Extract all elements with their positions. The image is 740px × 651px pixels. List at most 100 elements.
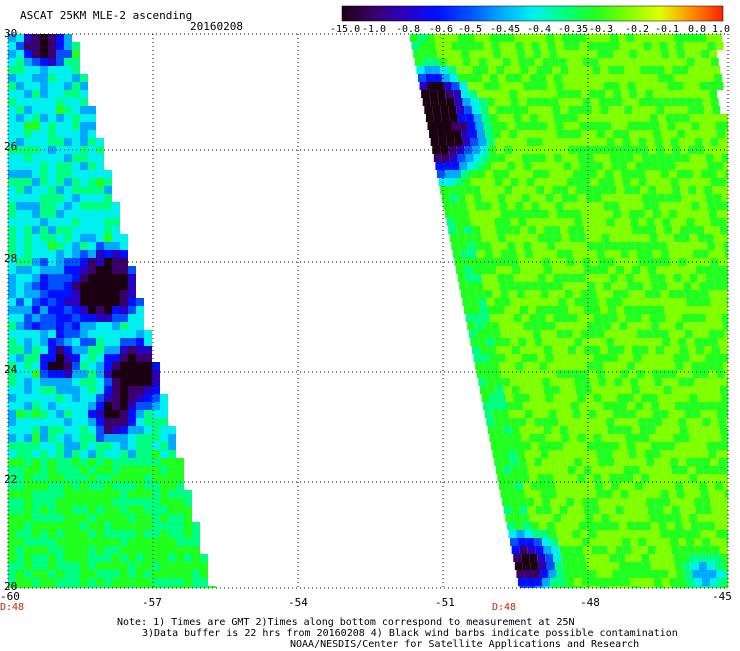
wind-cell <box>448 106 457 114</box>
wind-cell <box>8 122 16 130</box>
wind-cell <box>559 586 568 588</box>
wind-cell <box>32 226 40 234</box>
wind-cell <box>40 250 48 258</box>
wind-cell <box>541 130 550 138</box>
wind-cell <box>32 442 40 450</box>
wind-cell <box>520 66 529 74</box>
wind-cell <box>112 282 120 290</box>
wind-cell <box>570 562 579 570</box>
wind-cell <box>120 338 128 346</box>
wind-cell <box>530 34 538 42</box>
wind-cell <box>567 426 576 434</box>
wind-cell <box>40 234 48 242</box>
wind-cell <box>48 338 56 346</box>
wind-cell <box>694 538 703 546</box>
wind-cell <box>128 362 136 370</box>
wind-cell <box>538 522 547 530</box>
wind-cell <box>176 570 184 578</box>
wind-cell <box>623 586 632 588</box>
wind-cell <box>144 394 152 402</box>
wind-cell <box>686 498 695 506</box>
wind-cell <box>557 50 566 58</box>
wind-cell <box>551 586 560 588</box>
wind-cell <box>96 458 104 466</box>
wind-cell <box>714 562 723 570</box>
wind-cell <box>64 162 72 170</box>
lat-label-26: 26 <box>4 140 18 153</box>
wind-cell <box>593 194 602 202</box>
wind-cell <box>582 498 591 506</box>
wind-cell <box>80 114 88 122</box>
wind-cell <box>96 178 104 186</box>
wind-cell <box>470 258 479 266</box>
wind-cell <box>32 426 40 434</box>
wind-cell <box>160 418 168 426</box>
wind-cell <box>506 482 515 490</box>
wind-cell <box>483 402 492 410</box>
wind-cell <box>144 378 152 386</box>
wind-cell <box>625 474 634 482</box>
wind-cell <box>668 250 677 258</box>
wind-cell <box>658 522 667 530</box>
wind-cell <box>667 442 676 450</box>
wind-cell <box>673 554 682 562</box>
wind-cell <box>532 450 541 458</box>
wind-cell <box>80 186 88 194</box>
wind-cell <box>80 378 88 386</box>
wind-cell <box>464 106 473 114</box>
wind-cell <box>673 314 682 322</box>
wind-cell <box>72 354 80 362</box>
wind-cell <box>500 330 509 338</box>
wind-cell <box>569 354 578 362</box>
wind-cell <box>651 402 660 410</box>
wind-cell <box>555 442 564 450</box>
wind-cell <box>104 330 112 338</box>
wind-cell <box>40 522 48 530</box>
wind-cell <box>590 258 599 266</box>
wind-cell <box>465 234 474 242</box>
wind-cell <box>24 42 32 50</box>
wind-cell <box>136 466 144 474</box>
wind-cell <box>120 410 128 418</box>
wind-cell <box>553 554 562 562</box>
wind-cell <box>500 210 509 218</box>
wind-cell <box>654 258 663 266</box>
wind-cell <box>529 394 538 402</box>
wind-cell <box>136 338 144 346</box>
wind-cell <box>667 82 676 90</box>
wind-cell <box>574 98 583 106</box>
wind-cell <box>492 370 501 378</box>
wind-cell <box>547 42 556 50</box>
wind-cell <box>419 82 428 90</box>
wind-cell <box>520 306 529 314</box>
wind-cell <box>561 554 570 562</box>
wind-cell <box>104 202 112 210</box>
wind-cell <box>534 338 543 346</box>
wind-cell <box>104 522 112 530</box>
wind-cell <box>473 274 482 282</box>
wind-cell <box>700 490 709 498</box>
wind-cell <box>622 218 631 226</box>
wind-cell <box>668 290 677 298</box>
wind-cell <box>632 186 641 194</box>
wind-cell <box>582 98 591 106</box>
wind-cell <box>546 34 554 42</box>
wind-cell <box>56 370 64 378</box>
wind-cell <box>707 282 716 290</box>
wind-cell <box>574 258 583 266</box>
wind-cell <box>8 410 16 418</box>
wind-cell <box>56 314 64 322</box>
wind-cell <box>24 538 32 546</box>
wind-cell <box>550 98 559 106</box>
wind-cell <box>691 162 700 170</box>
wind-cell <box>48 250 56 258</box>
wind-cell <box>502 378 511 386</box>
wind-cell <box>410 34 418 42</box>
wind-cell <box>64 570 72 578</box>
wind-cell <box>144 386 152 394</box>
wind-cell <box>80 122 88 130</box>
wind-cell <box>587 362 596 370</box>
wind-cell <box>128 522 136 530</box>
wind-cell <box>160 514 168 522</box>
wind-cell <box>568 226 577 234</box>
